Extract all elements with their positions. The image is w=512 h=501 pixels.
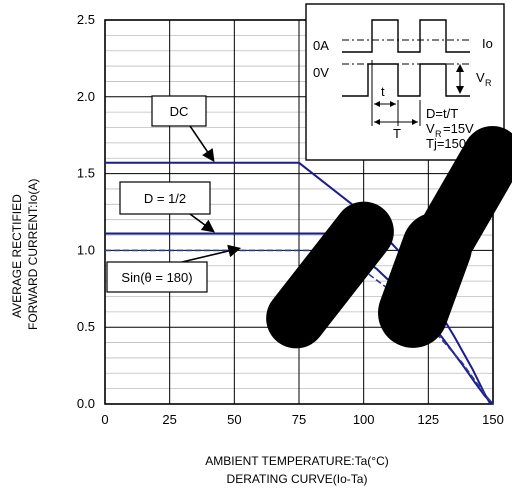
voltage-waveform xyxy=(342,63,470,97)
vr-arrow-head xyxy=(456,64,464,72)
chart-caption: DERATING CURVE(Io-Ta) xyxy=(226,472,368,486)
current-waveform xyxy=(342,19,470,53)
inset-label-T: T xyxy=(393,126,401,141)
y-tick-label: 0.0 xyxy=(77,396,95,411)
y-axis-label: AVERAGE RECTIFIED FORWARD CURRENT:Io(A) xyxy=(6,92,46,332)
callout-box xyxy=(106,261,208,293)
inset-label-0V: 0V xyxy=(313,65,329,80)
callout-label: Sin(θ = 180) xyxy=(121,270,192,285)
t-arrow xyxy=(390,101,396,107)
x-tick-label: 100 xyxy=(353,412,375,427)
axis-tick-labels: 0 25 50 75 100 125 150 0.0 0.5 1.0 1.5 2.0 2.5 xyxy=(77,12,504,427)
inset-label-vr-value-sub: R xyxy=(435,129,442,139)
inset-label-vr-sub: R xyxy=(485,78,492,88)
callout-arrow xyxy=(189,213,215,233)
callout-label: D = 1/2 xyxy=(144,191,186,206)
x-tick-label: 50 xyxy=(227,412,241,427)
T-arrow xyxy=(374,119,380,125)
x-tick-label: 75 xyxy=(292,412,306,427)
callout-arrow xyxy=(189,125,215,163)
inset-label-t: t xyxy=(381,84,385,99)
T-arrow xyxy=(412,119,418,125)
callout-box xyxy=(151,95,207,127)
x-axis-label: AMBIENT TEMPERATURE:Ta(°C) xyxy=(205,454,389,468)
x-tick-label: 150 xyxy=(482,412,504,427)
callout-arrow xyxy=(181,244,242,263)
y-tick-label: 1.0 xyxy=(77,242,95,257)
x-tick-label: 25 xyxy=(162,412,176,427)
x-tick-label: 0 xyxy=(101,412,108,427)
callout-box xyxy=(119,181,211,215)
y-axis-label-line-2: FORWARD CURRENT:Io(A) xyxy=(26,178,40,330)
y-tick-label: 1.5 xyxy=(77,166,95,181)
y-axis-label-line-1: AVERAGE RECTIFIED xyxy=(10,194,24,318)
inset-label-vr-value-rest: =15V xyxy=(443,121,474,136)
y-tick-label: 2.5 xyxy=(77,12,95,27)
vr-arrow-head xyxy=(456,86,464,94)
series-callouts: DC D = 1/2 Sin(θ = 180) xyxy=(106,95,242,293)
inset-label-io: Io xyxy=(482,36,493,51)
y-tick-label: 2.0 xyxy=(77,89,95,104)
inset-label-vr: V xyxy=(476,70,485,85)
inset-label-duty: D=t/T xyxy=(426,106,458,121)
inset-label-vr-value: V xyxy=(426,121,435,136)
y-tick-label: 0.5 xyxy=(77,319,95,334)
inset-label-0A: 0A xyxy=(313,38,329,53)
t-arrow xyxy=(374,101,380,107)
callout-label: DC xyxy=(170,104,189,119)
x-tick-label: 125 xyxy=(417,412,439,427)
